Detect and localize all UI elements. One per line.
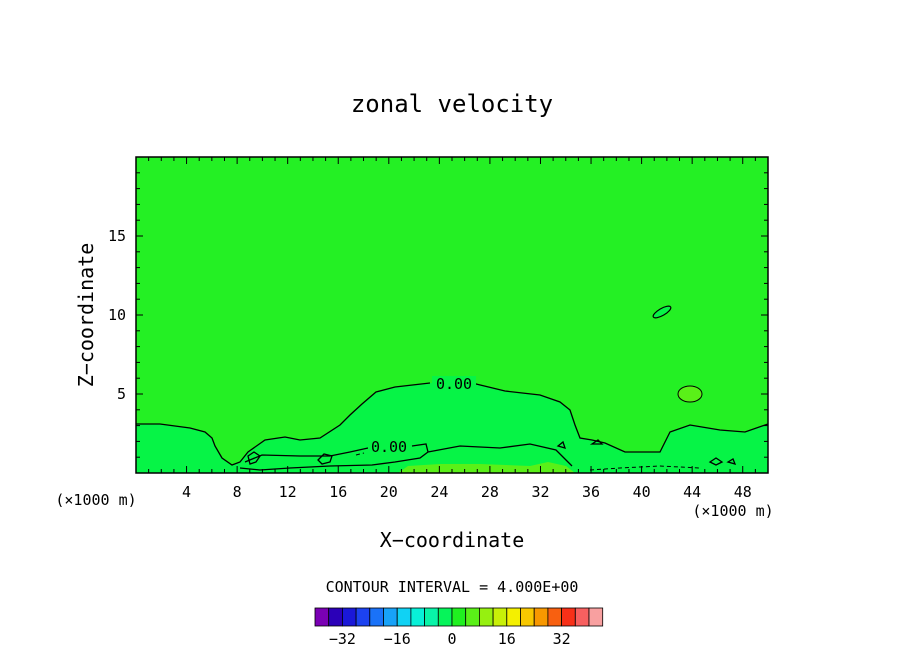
colorbar-swatch [574,607,590,627]
contour-region-small-blob [652,305,672,319]
colorbar-swatch [328,607,343,627]
colorbar-swatch [533,607,549,627]
x-tick-label: 16 [329,483,347,501]
colorbar-swatch [451,607,467,627]
x-tick-label: 28 [481,483,499,501]
colorbar-tick-label: 0 [447,630,456,648]
x-unit-right: (×1000 m) [692,502,773,520]
x-tick-label: 12 [279,483,297,501]
colorbar-swatch [547,607,563,627]
colorbar-tick-label: −16 [384,630,411,648]
colorbar-tick-labels: −32 −16 0 16 32 [329,630,571,648]
colorbar [314,607,604,627]
contour-region-0-to-4 [136,383,768,473]
x-tick-label: 44 [683,483,701,501]
colorbar-swatch [520,607,535,627]
y-tick-label: 10 [108,306,126,324]
contour-label: 0.00 [371,438,407,456]
contour-region-4-to-8 [398,462,575,473]
contour-label-bg-1 [432,376,476,391]
colorbar-swatch [314,607,330,627]
colorbar-swatch [561,607,576,627]
contour-label: 0.00 [436,375,472,393]
colorbar-swatch [383,607,398,627]
colorbar-swatch [588,607,604,627]
x-tick-label: 24 [430,483,448,501]
x-tick-label: 48 [734,483,752,501]
y-axis-label: Z−coordinate [74,243,98,388]
colorbar-swatch [355,607,371,627]
colorbar-swatch [341,607,357,627]
colorbar-tick-label: 16 [498,630,516,648]
x-axis-label: X−coordinate [380,528,525,552]
colorbar-swatch [369,607,384,627]
y-tick-label: 15 [108,227,126,245]
colorbar-tick-label: 32 [553,630,571,648]
contour-lines [136,382,769,471]
colorbar-swatch [396,607,412,627]
y-tick-label: 5 [117,385,126,403]
negative-dashed-contours [355,452,701,471]
colorbar-swatch [410,607,425,627]
colorbar-tick-label: −32 [329,630,356,648]
x-tick-label: 36 [582,483,600,501]
x-tick-label: 8 [233,483,242,501]
colorbar-swatch [424,607,439,627]
y-axis-ticks: 5 10 15 [108,172,768,458]
colorbar-swatch [478,607,494,627]
x-tick-label: 40 [633,483,651,501]
colorbar-swatch [437,607,453,627]
x-tick-label: 4 [182,483,191,501]
chart-title: zonal velocity [351,90,553,118]
contour-interval-text: CONTOUR INTERVAL = 4.000E+00 [326,578,579,596]
contour-label-bg-2 [368,439,410,454]
colorbar-swatch [506,607,521,627]
contour-region-4-to-8-blob [677,385,703,403]
x-tick-label: 20 [380,483,398,501]
x-tick-label: 32 [531,483,549,501]
x-axis-ticks: 4 8 12 16 20 24 28 32 36 40 44 48 [148,157,756,501]
colorbar-swatch [492,607,508,627]
colorbar-swatch [465,607,480,627]
x-unit-left: (×1000 m) [55,491,136,509]
